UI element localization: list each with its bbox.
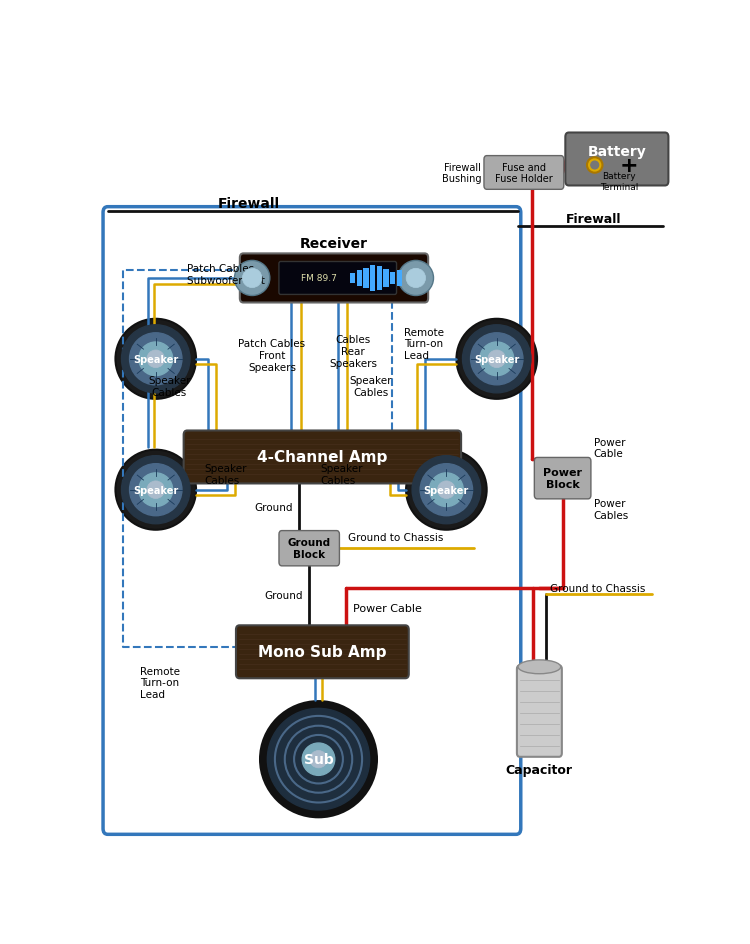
Text: 4-Channel Amp: 4-Channel Amp <box>257 450 388 465</box>
Ellipse shape <box>139 343 172 377</box>
FancyBboxPatch shape <box>240 254 428 303</box>
Text: Fuse and
Fuse Holder: Fuse and Fuse Holder <box>495 162 553 184</box>
Bar <box>376 267 382 291</box>
Ellipse shape <box>302 743 334 776</box>
Text: Ground to Chassis: Ground to Chassis <box>550 583 645 594</box>
Ellipse shape <box>260 701 376 818</box>
Text: Speaker
Cables: Speaker Cables <box>204 464 247 485</box>
Text: Speaker
Cables: Speaker Cables <box>148 376 190 397</box>
FancyBboxPatch shape <box>279 531 340 566</box>
FancyBboxPatch shape <box>236 626 409 679</box>
Text: Battery: Battery <box>587 145 646 160</box>
Text: Power
Cables: Power Cables <box>594 498 628 520</box>
Bar <box>350 274 355 283</box>
Ellipse shape <box>480 343 514 377</box>
Ellipse shape <box>587 159 602 174</box>
Ellipse shape <box>122 456 190 524</box>
Bar <box>383 270 388 288</box>
Text: Receiver: Receiver <box>300 237 368 251</box>
Ellipse shape <box>437 481 455 499</box>
Text: Ground: Ground <box>254 502 293 512</box>
Ellipse shape <box>130 333 182 385</box>
Text: Ground
Block: Ground Block <box>288 538 331 560</box>
Ellipse shape <box>398 261 433 296</box>
Ellipse shape <box>412 456 481 524</box>
Text: Mono Sub Amp: Mono Sub Amp <box>258 645 387 660</box>
Text: +: + <box>620 156 638 176</box>
Ellipse shape <box>242 269 262 288</box>
Bar <box>390 273 395 285</box>
Text: Remote
Turn-on
Lead: Remote Turn-on Lead <box>404 328 444 361</box>
Ellipse shape <box>267 709 370 810</box>
Bar <box>357 271 362 286</box>
Ellipse shape <box>457 319 537 399</box>
Text: Capacitor: Capacitor <box>506 763 573 776</box>
Ellipse shape <box>116 319 196 399</box>
Ellipse shape <box>130 464 182 516</box>
FancyBboxPatch shape <box>517 666 562 757</box>
Text: Speaker
Cables: Speaker Cables <box>350 376 392 397</box>
FancyBboxPatch shape <box>184 431 461 484</box>
Ellipse shape <box>406 269 425 288</box>
FancyBboxPatch shape <box>484 157 564 190</box>
Ellipse shape <box>122 326 190 394</box>
Ellipse shape <box>591 162 598 170</box>
FancyBboxPatch shape <box>566 133 668 186</box>
FancyBboxPatch shape <box>534 458 591 499</box>
Ellipse shape <box>430 473 464 507</box>
Text: Power Cable: Power Cable <box>353 603 422 613</box>
Ellipse shape <box>488 350 506 368</box>
Text: Remote
Turn-on
Lead: Remote Turn-on Lead <box>140 666 180 700</box>
Text: Battery
Terminal: Battery Terminal <box>600 172 638 192</box>
Text: Sub: Sub <box>304 752 333 767</box>
Text: Power
Block: Power Block <box>543 468 582 489</box>
Text: Speaker: Speaker <box>134 485 178 496</box>
Ellipse shape <box>147 350 164 368</box>
Text: Firewall: Firewall <box>217 197 280 211</box>
Ellipse shape <box>463 326 531 394</box>
Text: Speaker: Speaker <box>474 354 519 364</box>
Text: FM 89.7: FM 89.7 <box>302 274 337 283</box>
Ellipse shape <box>420 464 472 516</box>
Ellipse shape <box>518 660 561 674</box>
Text: Speaker: Speaker <box>424 485 469 496</box>
Text: Firewall: Firewall <box>566 213 621 226</box>
Text: Speaker: Speaker <box>134 354 178 364</box>
Bar <box>364 268 368 289</box>
FancyBboxPatch shape <box>279 262 397 295</box>
Ellipse shape <box>147 481 164 499</box>
Bar <box>370 265 375 292</box>
Ellipse shape <box>470 333 523 385</box>
Text: Patch Cables
Subwoofer Out: Patch Cables Subwoofer Out <box>187 264 265 286</box>
Text: Cables
Rear
Speakers: Cables Rear Speakers <box>329 335 377 368</box>
Text: Patch Cables
Front
Speakers: Patch Cables Front Speakers <box>238 339 305 372</box>
Text: Ground to Chassis: Ground to Chassis <box>348 532 444 543</box>
Text: Firewall
Bushing: Firewall Bushing <box>442 162 482 184</box>
Ellipse shape <box>235 261 270 296</box>
Text: Power
Cable: Power Cable <box>594 437 626 459</box>
Bar <box>397 270 402 287</box>
Ellipse shape <box>310 750 327 768</box>
Text: Speaker
Cables: Speaker Cables <box>320 464 363 485</box>
Text: Ground: Ground <box>265 591 303 600</box>
Ellipse shape <box>406 450 487 531</box>
Ellipse shape <box>116 450 196 531</box>
Ellipse shape <box>139 473 172 507</box>
